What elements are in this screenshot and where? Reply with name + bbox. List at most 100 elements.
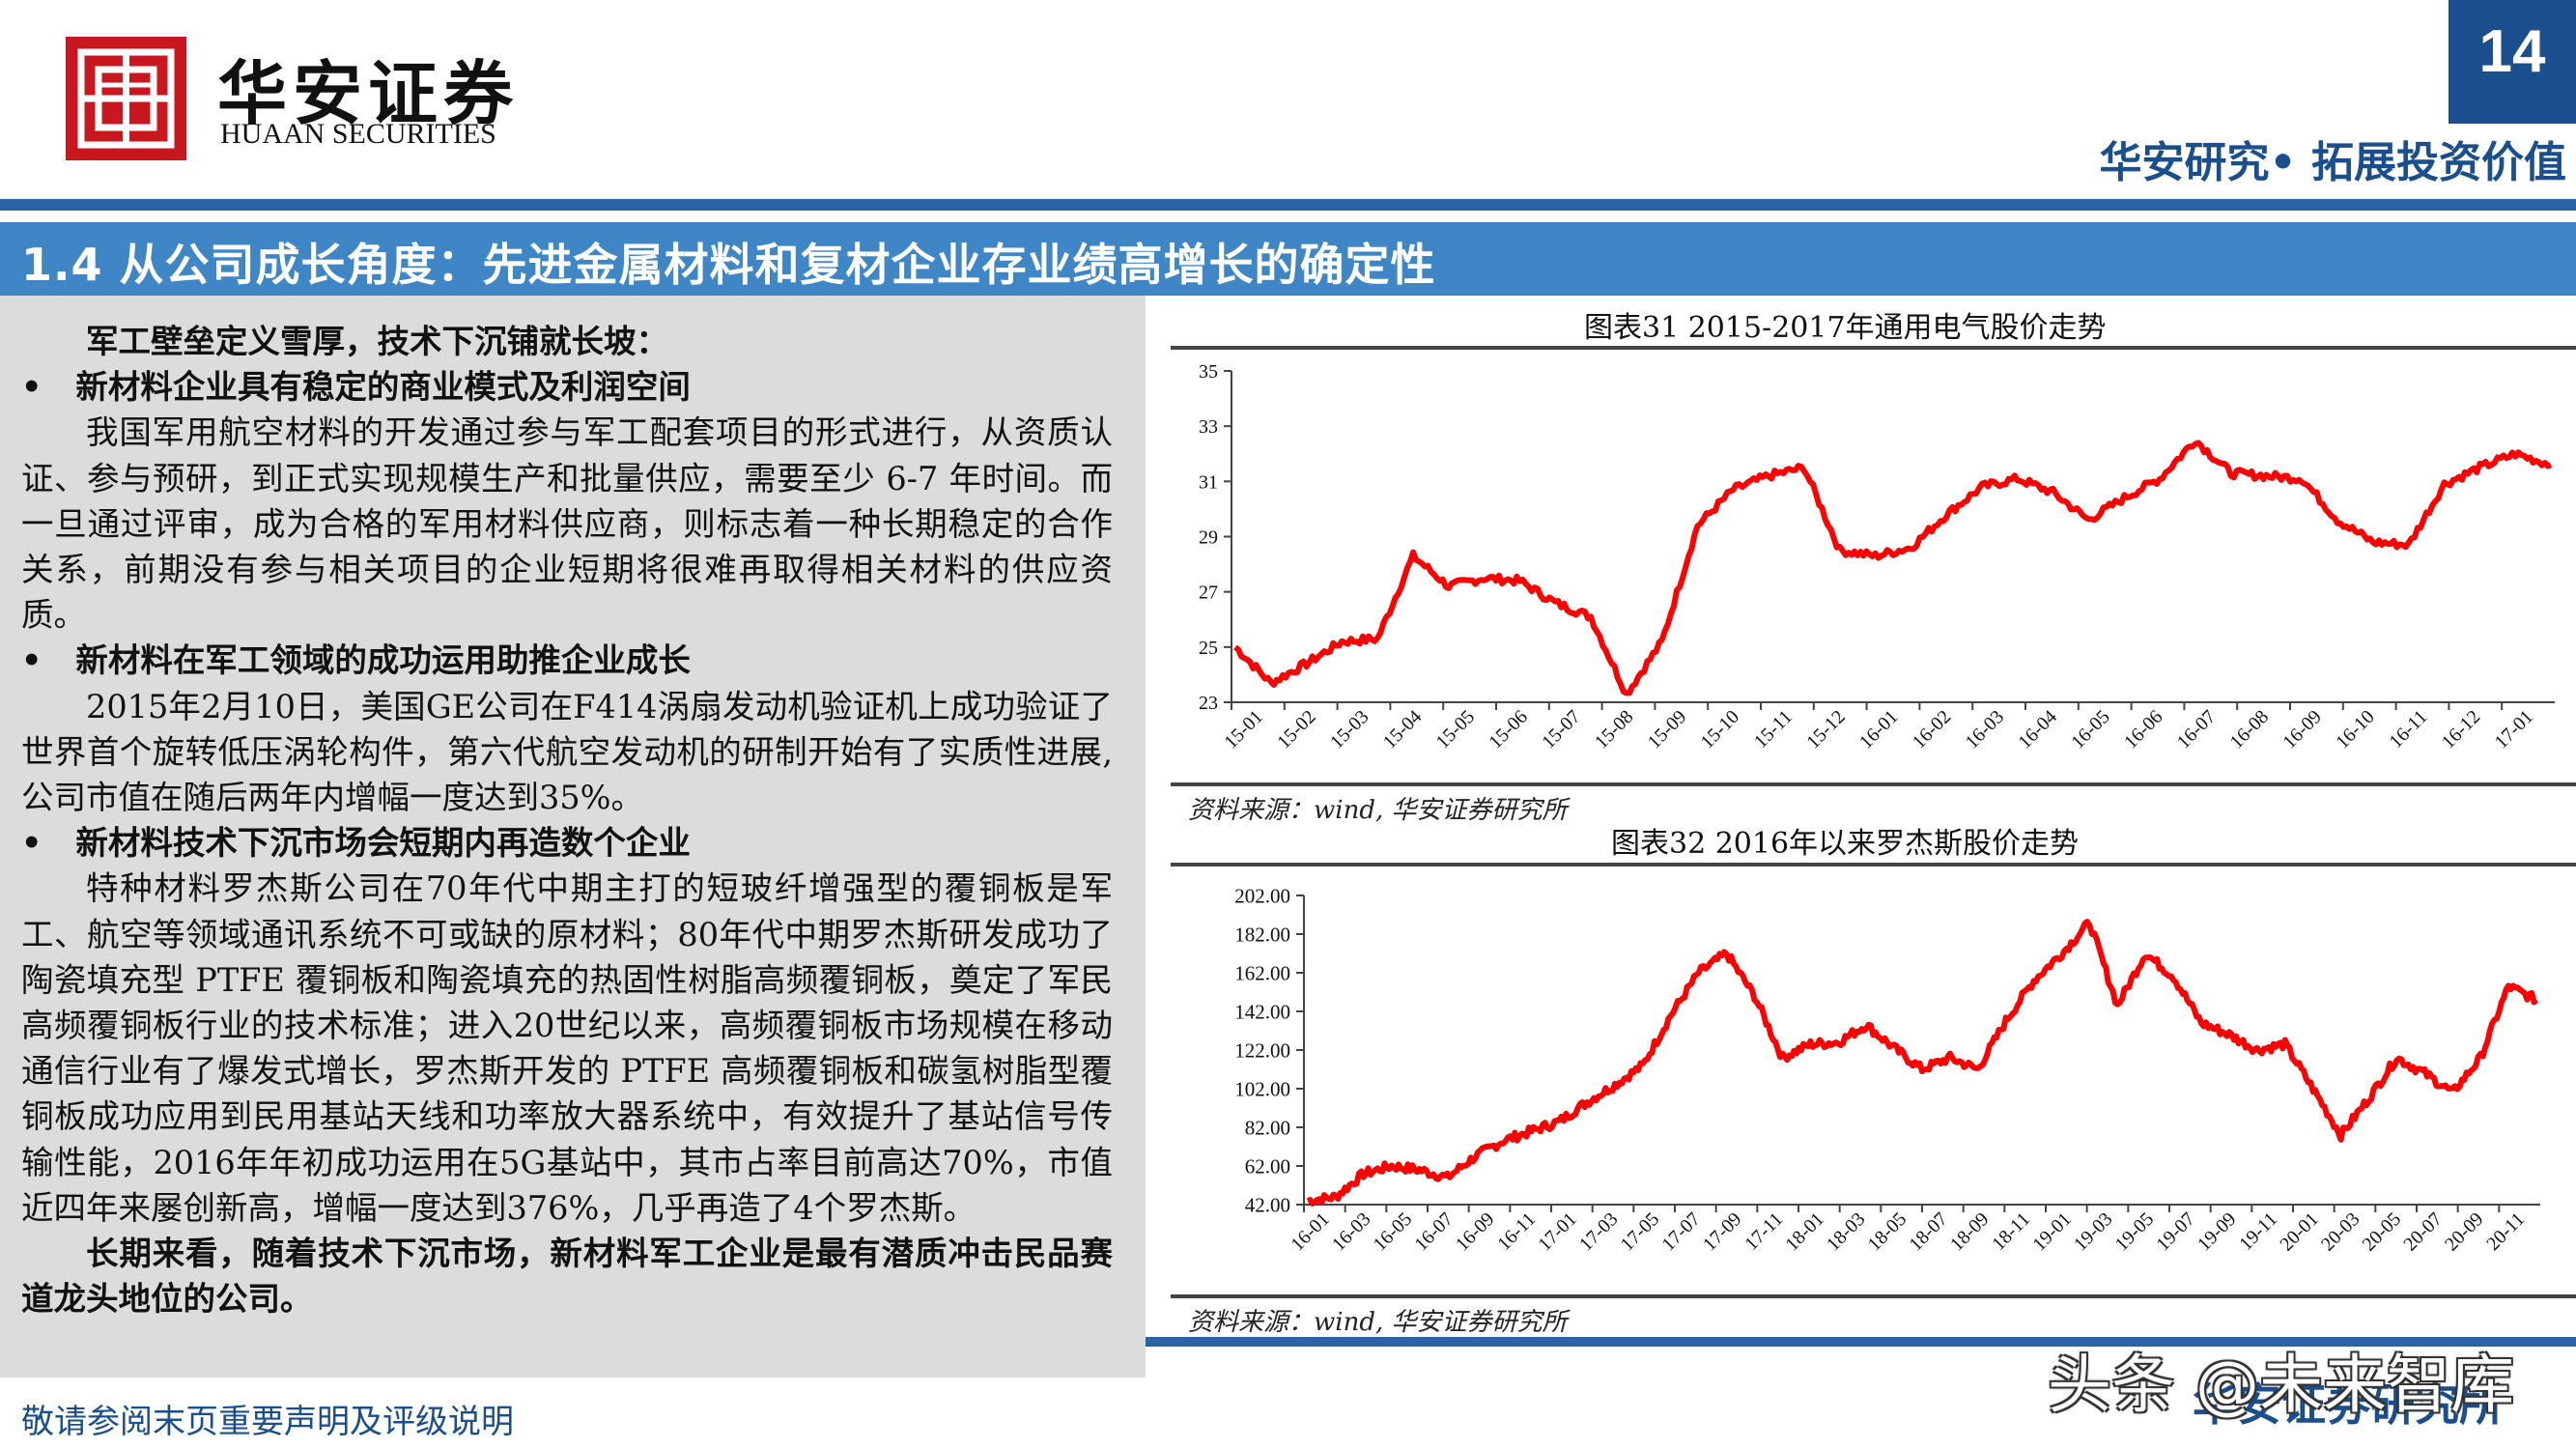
x-tick-label: 16-04: [2014, 706, 2061, 753]
x-tick-label: 16-02: [1909, 706, 1956, 753]
header-divider: [0, 199, 2576, 211]
y-tick-label: 29: [1199, 527, 1218, 549]
text-panel: [0, 296, 1146, 1378]
x-tick-label: 16-12: [2438, 706, 2485, 753]
x-tick-label: 15-01: [1220, 706, 1267, 753]
x-tick-label: 16-09: [2279, 706, 2326, 753]
x-tick-label: 15-02: [1273, 706, 1320, 753]
y-tick-label: 23: [1199, 693, 1218, 714]
footer-disclaimer[interactable]: 敬请参阅末页重要声明及评级说明: [21, 1403, 514, 1441]
x-tick-label: 19-11: [2235, 1208, 2281, 1255]
y-tick-label: 35: [1199, 361, 1218, 383]
footer-org: 华安证券研究所: [2193, 1378, 2504, 1431]
paragraph-2: 2015年2月10日，美国GE公司在F414涡扇发动机验证机上成功验证了世界首个…: [21, 687, 1113, 817]
x-tick-label: 15-12: [1802, 706, 1850, 753]
chart-2: 202.00 182.00 162.00 142.00 122.00 102.00 82.0…: [1234, 884, 2540, 1256]
x-tick-label: 18-01: [1781, 1208, 1828, 1256]
x-tick-label: 16-10: [2332, 706, 2379, 753]
x-tick-label: 20-03: [2317, 1208, 2364, 1256]
y-tick-label: 42.00: [1245, 1193, 1290, 1216]
x-tick-label: 16-01: [1287, 1208, 1334, 1256]
watermark: 头条 @未来智库: [2048, 1348, 2514, 1422]
y-tick-label: 33: [1199, 416, 1218, 438]
x-tick-label: 18-07: [1905, 1208, 1952, 1256]
x-tick-label: 18-11: [1988, 1208, 2034, 1255]
x-tick-label: 16-07: [1410, 1208, 1458, 1256]
y-tick-label: 142.00: [1234, 1000, 1290, 1023]
x-tick-label: 20-11: [2482, 1208, 2529, 1255]
x-tick-label: 15-03: [1326, 706, 1373, 753]
x-tick-label: 16-08: [2226, 706, 2274, 753]
body-text: 军工壁垒定义雪厚，技术下沉铺就长坡： • 新材料企业具有稳定的商业模式及利润空间…: [21, 319, 1113, 1321]
page-number: 14: [2478, 18, 2546, 85]
bullet-text-2: 新材料在军工领域的成功运用助推企业成长: [75, 641, 691, 680]
logo-chinese-name: 华安证券: [217, 52, 520, 134]
x-tick-label: 16-11: [1493, 1208, 1540, 1255]
x-tick-label: 19-07: [2152, 1208, 2199, 1256]
paragraph-3: 特种材料罗杰斯公司在70年代中期主打的短玻纤增强型的覆铜板是军工、航空等领域通讯…: [21, 869, 1113, 1227]
bullet-icon: •: [21, 824, 42, 863]
x-tick-label: 15-07: [1538, 706, 1585, 753]
y-tick-label: 162.00: [1234, 961, 1290, 984]
x-tick-label: 17-11: [1741, 1208, 1787, 1255]
logo-mark-icon: [66, 37, 186, 160]
chart-2-bottom-rule: [1171, 1294, 2576, 1298]
x-tick-label: 15-08: [1591, 706, 1638, 753]
x-tick-label: 17-09: [1699, 1208, 1746, 1256]
x-tick-label: 19-01: [2028, 1208, 2076, 1256]
conclusion: 长期来看，随着技术下沉市场，新材料军工企业是最有潜质冲击民品赛道龙头地位的公司。: [21, 1235, 1113, 1319]
slogan: 华安研究• 拓展投资价值: [2099, 138, 2566, 187]
y-tick-label: 62.00: [1245, 1154, 1290, 1178]
bullet-item-3: • 新材料技术下沉市场会短期内再造数个企业: [21, 820, 1113, 866]
section-title: 1.4 从公司成长角度：先进金属材料和复材企业存业绩高增长的确定性: [21, 239, 1436, 291]
x-tick-label: 18-03: [1823, 1208, 1870, 1256]
x-tick-label: 17-07: [1657, 1208, 1705, 1256]
x-tick-label: 19-05: [2111, 1208, 2159, 1256]
y-tick-label: 122.00: [1234, 1038, 1290, 1062]
y-tick-label: 31: [1199, 471, 1218, 493]
x-tick-label: 18-09: [1946, 1208, 1994, 1256]
series-line: [1306, 919, 2539, 1207]
x-tick-label: 20-05: [2359, 1208, 2406, 1256]
series-line: [1233, 440, 2553, 696]
x-tick-label: 20-07: [2399, 1208, 2447, 1256]
chart-1-top-rule: [1171, 346, 2576, 350]
bullet-text-1: 新材料企业具有稳定的商业模式及利润空间: [75, 368, 691, 407]
x-tick-label: 16-05: [1370, 1208, 1417, 1256]
x-tick-label: 15-09: [1644, 706, 1691, 753]
logo-mark: [66, 37, 186, 160]
page-number-badge: [2449, 0, 2576, 124]
x-tick-label: 17-01: [1534, 1208, 1581, 1256]
x-tick-label: 16-05: [2067, 706, 2114, 753]
x-tick-label: 17-01: [2491, 706, 2538, 753]
x-tick-label: 15-06: [1485, 706, 1532, 753]
bullet-item-2: • 新材料在军工领域的成功运用助推企业成长: [21, 638, 1113, 683]
y-tick-label: 27: [1199, 582, 1218, 604]
footer-divider: [1146, 1337, 2576, 1347]
chart-2-title: 图表32 2016年以来罗杰斯股价走势: [1611, 827, 2080, 861]
x-tick-label: 20-01: [2276, 1208, 2323, 1256]
chart-2-top-rule: [1171, 863, 2576, 867]
x-tick-label: 16-03: [1962, 706, 2009, 753]
bullet-text-3: 新材料技术下沉市场会短期内再造数个企业: [75, 824, 691, 863]
x-tick-label: 19-03: [2070, 1208, 2117, 1256]
y-tick-label: 25: [1199, 638, 1218, 659]
x-tick-label: 17-03: [1575, 1208, 1623, 1256]
chart-1-title: 图表31 2015-2017年通用电气股价走势: [1584, 311, 2107, 345]
bullet-icon: •: [21, 641, 42, 680]
y-tick-label: 202.00: [1234, 884, 1290, 907]
x-tick-label: 16-06: [2120, 706, 2167, 753]
x-tick-label: 15-05: [1432, 706, 1480, 753]
y-tick-label: 102.00: [1234, 1077, 1290, 1100]
x-tick-label: 16-03: [1328, 1208, 1375, 1256]
x-tick-label: 16-01: [1855, 706, 1903, 753]
body-heading: 军工壁垒定义雪厚，技术下沉铺就长坡：: [86, 323, 668, 360]
x-tick-label: 19-09: [2194, 1208, 2241, 1256]
x-tick-label: 17-05: [1617, 1208, 1664, 1256]
y-tick-label: 182.00: [1234, 923, 1290, 946]
x-tick-label: 20-09: [2441, 1208, 2488, 1256]
x-tick-label: 16-11: [2386, 706, 2432, 753]
x-tick-label: 15-10: [1697, 706, 1744, 753]
paragraph-1: 我国军用航空材料的开发通过参与军工配套项目的形式进行，从资质认证、参与预研，到正…: [21, 413, 1113, 635]
